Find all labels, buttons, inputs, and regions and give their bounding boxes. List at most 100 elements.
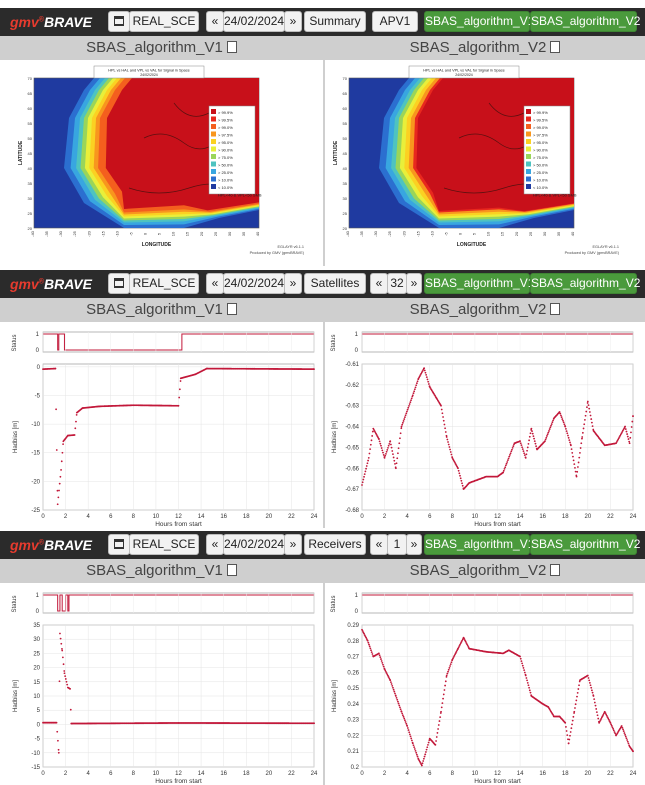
date-field[interactable]: 24/02/2024 <box>223 273 285 294</box>
calendar-button[interactable] <box>108 273 130 294</box>
x-tick-label: 18 <box>243 771 250 777</box>
status-series-line <box>43 333 314 351</box>
data-point <box>385 450 388 453</box>
satellite-number-field[interactable]: 32 <box>387 273 407 294</box>
data-point <box>412 744 415 747</box>
data-point <box>387 446 389 449</box>
data-point <box>590 686 593 689</box>
data-point <box>448 667 451 669</box>
data-point <box>399 708 402 711</box>
next-date-button[interactable]: » <box>284 534 302 555</box>
export-icon[interactable] <box>226 303 237 315</box>
data-point <box>401 712 404 715</box>
data-point <box>580 442 583 445</box>
view-summary-button[interactable]: Summary <box>304 11 366 32</box>
view-receivers-button[interactable]: Receivers <box>304 534 366 555</box>
data-point <box>521 664 524 667</box>
data-point <box>447 670 449 673</box>
date-field[interactable]: 24/02/2024 <box>223 534 285 555</box>
data-point <box>565 730 568 732</box>
view-satellites-button[interactable]: Satellites <box>304 273 366 294</box>
data-point <box>442 416 444 418</box>
data-point <box>614 732 617 735</box>
data-point <box>380 658 382 660</box>
data-point <box>590 418 593 420</box>
data-point <box>459 643 461 646</box>
data-point <box>519 440 521 443</box>
data-point <box>371 653 374 655</box>
next-date-button[interactable]: » <box>284 273 302 294</box>
algorithm-v2-button[interactable]: SBAS_algorithm_V2 <box>530 534 640 555</box>
status-tick: 1 <box>36 593 40 599</box>
algorithm-v1-button[interactable]: SBAS_algorithm_V1 <box>424 11 534 32</box>
data-point <box>370 651 373 654</box>
data-point <box>544 440 546 443</box>
data-point <box>404 416 406 419</box>
status-axis-label: Status <box>12 334 18 351</box>
map-title-box <box>408 65 520 79</box>
data-point <box>406 410 408 413</box>
lon-tick: 0 <box>143 232 148 235</box>
y-tick-label: 0.24 <box>347 702 359 708</box>
data-point <box>598 720 601 723</box>
scenario-button[interactable]: REAL_SCE <box>129 273 199 294</box>
mode-apv1-button[interactable]: APV1 <box>372 11 418 32</box>
export-icon[interactable] <box>550 41 561 53</box>
export-icon[interactable] <box>550 564 561 576</box>
data-point <box>534 442 537 445</box>
prev-satellite-button[interactable]: « <box>370 273 388 294</box>
data-point <box>528 686 531 689</box>
map-subtitle: 24/02/2024 <box>140 73 158 77</box>
map-title: HPL vs HAL and VPL vs VAL for Signal in … <box>108 69 189 73</box>
data-point <box>440 404 442 407</box>
data-point <box>560 414 562 417</box>
prev-date-button[interactable]: « <box>206 11 224 32</box>
prev-date-button[interactable]: « <box>206 534 224 555</box>
prev-date-button[interactable]: « <box>206 273 224 294</box>
x-tick-label: 16 <box>539 771 546 777</box>
data-point <box>378 438 380 440</box>
export-icon[interactable] <box>226 41 237 53</box>
next-date-button[interactable]: » <box>284 11 302 32</box>
data-point <box>548 430 550 432</box>
data-point <box>463 637 466 640</box>
receiver-number-field[interactable]: 1 <box>387 534 407 555</box>
header-v2: SBAS_algorithm_V2 <box>325 298 645 322</box>
legend-swatch <box>211 131 216 137</box>
scenario-button[interactable]: REAL_SCE <box>129 11 199 32</box>
data-point <box>449 448 451 451</box>
data-point <box>590 689 593 692</box>
header-v2: SBAS_algorithm_V2 <box>325 36 645 60</box>
gmv-brave-logo: gmv®BRAVE <box>10 276 92 292</box>
x-tick-label: 0 <box>360 514 364 520</box>
calendar-button[interactable] <box>108 534 130 555</box>
date-field[interactable]: 24/02/2024 <box>223 11 285 32</box>
calendar-button[interactable] <box>108 11 130 32</box>
calendar-icon <box>114 539 124 549</box>
data-point <box>528 435 531 438</box>
data-point <box>558 411 561 413</box>
export-icon[interactable] <box>226 564 237 576</box>
x-tick-label: 8 <box>132 514 136 520</box>
legend-swatch <box>526 161 531 167</box>
data-point <box>370 439 373 442</box>
export-icon[interactable] <box>550 303 561 315</box>
algorithm-v2-button[interactable]: SBAS_algorithm_V2 <box>530 273 640 294</box>
next-satellite-button[interactable]: » <box>406 273 422 294</box>
data-point <box>611 726 614 729</box>
data-point <box>364 470 367 473</box>
x-tick-label: 22 <box>288 771 295 777</box>
legend-entry: > 25.0% <box>218 170 233 175</box>
data-point <box>604 712 607 714</box>
algorithm-v1-button[interactable]: SBAS_algorithm_V1 <box>424 273 534 294</box>
algorithm-v2-button[interactable]: SBAS_algorithm_V2 <box>530 11 640 32</box>
data-point <box>609 721 612 724</box>
data-point <box>588 411 591 413</box>
next-receiver-button[interactable]: » <box>406 534 422 555</box>
y-tick-label: 0 <box>37 365 41 371</box>
prev-receiver-button[interactable]: « <box>370 534 388 555</box>
data-point <box>427 383 430 385</box>
scenario-button[interactable]: REAL_SCE <box>129 534 199 555</box>
algorithm-v1-button[interactable]: SBAS_algorithm_V1 <box>424 534 534 555</box>
